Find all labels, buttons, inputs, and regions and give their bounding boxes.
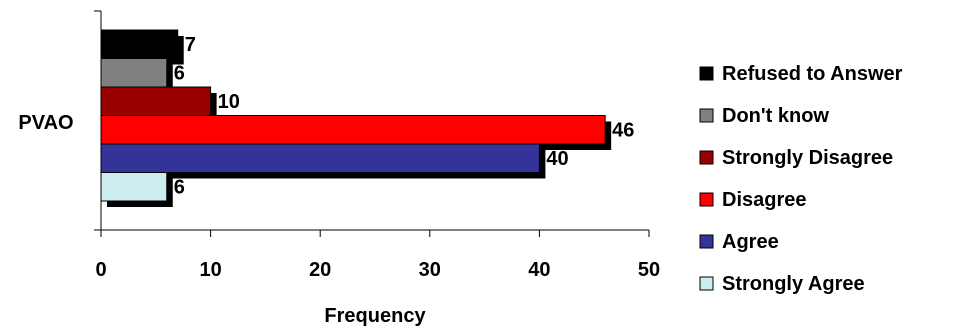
legend-swatch [699,234,714,249]
legend-swatch [699,66,714,81]
x-tick-label: 20 [309,259,331,281]
data-label: 40 [546,148,568,170]
x-tick-label: 0 [95,259,106,281]
legend-swatch [699,108,714,123]
bar-strongly-disagree [100,86,212,116]
legend-swatch [699,150,714,165]
bar-don-t-know [100,58,168,88]
legend-swatch [699,192,714,207]
legend: Refused to Answer Don't know Strongly Disa… [699,63,903,295]
bar-strongly-agree [100,172,168,202]
legend-label: Agree [722,231,779,253]
legend-swatch [699,276,714,291]
x-tick-label: 10 [199,259,221,281]
data-label: 10 [218,91,240,113]
legend-item: Don't know [699,105,829,127]
bar-refused-to-answer [100,29,179,59]
legend-item: Refused to Answer [699,63,903,85]
legend-item: Disagree [699,189,807,211]
data-label: 6 [174,63,185,85]
axes-group: PVAO 0 10 20 30 40 50 Frequency [18,10,660,327]
legend-label: Don't know [722,105,829,127]
x-tick-label: 50 [638,259,660,281]
bar-disagree [100,115,606,145]
legend-item: Agree [699,231,779,253]
legend-label: Disagree [722,189,807,211]
data-label: 46 [612,120,634,142]
x-tick-label: 40 [528,259,550,281]
x-tick-label: 30 [419,259,441,281]
data-label: 7 [185,34,196,56]
legend-item: Strongly Agree [699,273,865,295]
bar-agree [100,143,540,173]
x-axis-title: Frequency [324,305,426,327]
legend-label: Strongly Agree [722,273,865,295]
data-label: 6 [174,177,185,199]
legend-label: Strongly Disagree [722,147,893,169]
legend-label: Refused to Answer [722,63,903,85]
legend-item: Strongly Disagree [699,147,893,169]
category-label: PVAO [18,112,73,134]
